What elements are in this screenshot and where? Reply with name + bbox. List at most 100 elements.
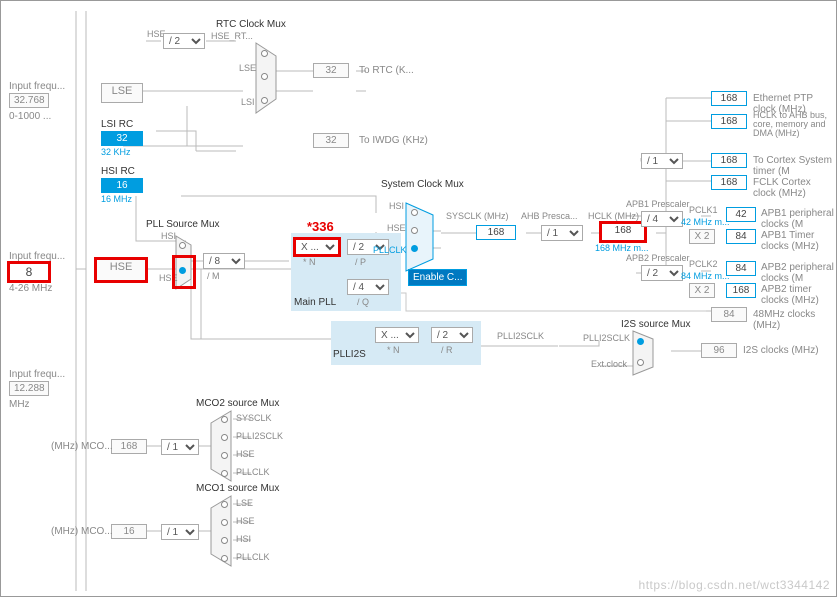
- lsi-sub: 32 KHz: [101, 147, 131, 157]
- apb1-pre[interactable]: / 4: [641, 211, 683, 227]
- apb2-pre-lbl: APB2 Prescaler: [626, 253, 690, 263]
- lsi-val: 32: [101, 131, 143, 146]
- in3-val: 12.288: [9, 381, 49, 396]
- pclk1-lbl: PCLK1: [689, 205, 718, 215]
- fclk-lbl: FCLK Cortex clock (MHz): [753, 177, 836, 199]
- cortex-val: 168: [711, 153, 747, 168]
- sysclk-val: 168: [476, 225, 516, 240]
- sysmux-hse-radio[interactable]: [411, 227, 418, 234]
- apb1t-lbl: APB1 Timer clocks (MHz): [761, 230, 836, 252]
- in2-label: Input frequ...: [9, 251, 65, 262]
- hclk-label: HCLK (MHz): [588, 211, 639, 221]
- apb1t-mul: X 2: [689, 229, 715, 244]
- plli2s-r[interactable]: / 2: [431, 327, 473, 343]
- plli2s-r-lbl: / R: [441, 345, 453, 355]
- plli2s-out: PLLI2SCLK: [497, 331, 544, 341]
- usb-val: 84: [711, 307, 747, 322]
- rtc-title: RTC Clock Mux: [216, 19, 286, 30]
- apb2t-mul: X 2: [689, 283, 715, 298]
- mco2-title: MCO2 source Mux: [196, 398, 279, 409]
- mco1-title: MCO1 source Mux: [196, 483, 279, 494]
- pllsrc-title: PLL Source Mux: [146, 219, 220, 230]
- star336: *336: [307, 219, 334, 234]
- pll-mul-n-lbl: * N: [303, 257, 316, 267]
- watermark: https://blog.csdn.net/wct3344142: [639, 578, 830, 592]
- hsi-sub: 16 MHz: [101, 194, 132, 204]
- eth-val: 168: [711, 91, 747, 106]
- sysmux-pll-radio[interactable]: [411, 245, 418, 252]
- lsi-rc-label: LSI RC: [101, 119, 133, 130]
- hse-block[interactable]: HSE: [96, 259, 146, 281]
- mco2-c: HSE: [236, 449, 255, 459]
- pll-div-q-lbl: / Q: [357, 297, 369, 307]
- rtc-lse: LSE: [239, 63, 256, 73]
- i2s-lbl: I2S clocks (MHz): [743, 345, 819, 356]
- hclkbus-val: 168: [711, 114, 747, 129]
- mco2-b: PLLI2SCLK: [236, 431, 283, 441]
- plli2s-n[interactable]: X ...: [375, 327, 419, 343]
- pll-div-p-lbl: / P: [355, 257, 366, 267]
- mco2-a: SYSCLK: [236, 413, 272, 423]
- in1-range: 0-1000 ...: [9, 111, 51, 122]
- pll-div-m-lbl: / M: [207, 271, 220, 281]
- apb1t-val: 84: [726, 229, 756, 244]
- mco1-d: PLLCLK: [236, 552, 270, 562]
- usb-lbl: 48MHz clocks (MHz): [753, 309, 836, 331]
- rtc-hse-rtc: HSE_RT...: [211, 31, 253, 41]
- apb2-pre[interactable]: / 2: [641, 265, 683, 281]
- rtc-div-select[interactable]: / 2: [163, 33, 205, 49]
- mco1-out: (MHz) MCO...: [51, 526, 113, 537]
- pll-div-m[interactable]: / 8: [203, 253, 245, 269]
- sysmux-title: System Clock Mux: [381, 179, 464, 190]
- pclk2-lbl: PCLK2: [689, 259, 718, 269]
- ahb-select[interactable]: / 1: [541, 225, 583, 241]
- mco1-val: 16: [111, 524, 147, 539]
- i2s-in2: Ext.clock: [591, 359, 627, 369]
- in1-label: Input frequ...: [9, 81, 65, 92]
- fclk-val: 168: [711, 175, 747, 190]
- i2s-mux-title: I2S source Mux: [621, 319, 690, 330]
- i2s-in1: PLLI2SCLK: [583, 333, 630, 343]
- rtc-lsi: LSI: [241, 97, 255, 107]
- cortex-div[interactable]: / 1: [641, 153, 683, 169]
- apb1-pre-lbl: APB1 Prescaler: [626, 199, 690, 209]
- mco2-div[interactable]: / 1: [161, 439, 199, 455]
- hsi-val: 16: [101, 178, 143, 193]
- mco1-a: LSE: [236, 498, 253, 508]
- sysclk-label: SYSCLK (MHz): [446, 211, 509, 221]
- sysmux-hsi-radio[interactable]: [411, 209, 418, 216]
- in1-val: 32.768: [9, 93, 49, 108]
- apb1p-val: 42: [726, 207, 756, 222]
- pclk1-sub: 42 MHz m...: [681, 217, 730, 227]
- pll-mul-n[interactable]: X ...: [295, 239, 339, 255]
- hclk-sub: 168 MHz m...: [595, 243, 649, 253]
- ahb-label: AHB Presca...: [521, 211, 578, 221]
- hclk-val: 168: [601, 223, 645, 241]
- hsi-rc-label: HSI RC: [101, 166, 135, 177]
- mco1-c: HSI: [236, 534, 251, 544]
- apb2t-lbl: APB2 timer clocks (MHz): [761, 284, 836, 306]
- in2-val[interactable]: 8: [9, 263, 49, 281]
- apb2p-lbl: APB2 peripheral clocks (M: [761, 262, 836, 284]
- apb2p-val: 84: [726, 261, 756, 276]
- mco1-b: HSE: [236, 516, 255, 526]
- mco1-div[interactable]: / 1: [161, 524, 199, 540]
- plli2s-title: PLLI2S: [333, 349, 366, 360]
- enable-css-button[interactable]: Enable C...: [408, 269, 467, 286]
- i2s-val: 96: [701, 343, 737, 358]
- sysmux-hse: HSE: [387, 223, 406, 233]
- pllsrc-hsi-radio[interactable]: [179, 242, 186, 249]
- pll-div-q[interactable]: / 4: [347, 279, 389, 295]
- pclk2-sub: 84 MHz m...: [681, 271, 730, 281]
- pllsrc-hsi: HSI: [161, 231, 176, 241]
- sysmux-pllclk: PLLCLK: [373, 245, 407, 255]
- in2-range: 4-26 MHz: [9, 283, 52, 294]
- sysmux-hsi: HSI: [389, 201, 404, 211]
- rtc-out-lbl: To RTC (K...: [359, 65, 414, 76]
- in3-unit: MHz: [9, 399, 30, 410]
- pllsrc-highlight: [174, 257, 194, 287]
- mco2-out: (MHz) MCO...: [51, 441, 113, 452]
- apb1p-lbl: APB1 peripheral clocks (M: [761, 208, 836, 230]
- mco2-d: PLLCLK: [236, 467, 270, 477]
- apb2t-val: 168: [726, 283, 756, 298]
